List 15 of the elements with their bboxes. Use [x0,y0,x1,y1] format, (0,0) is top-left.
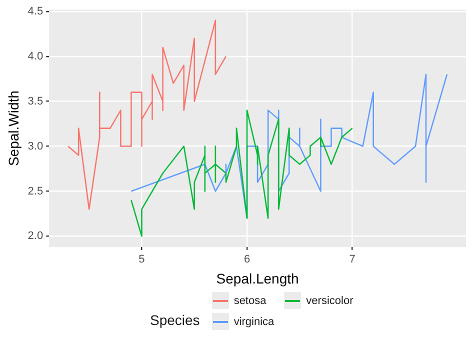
x-tick-label: 7 [349,254,356,266]
x-axis-title: Sepal.Length [216,270,299,286]
y-tick-label: 2.0 [28,230,44,242]
x-tick-label: 5 [138,254,145,266]
y-axis-title: Sepal.Width [5,90,22,166]
legend-label: virginica [234,316,274,328]
legend-label: setosa [234,294,266,306]
y-tick-label: 3.0 [28,140,44,152]
y-tick-label: 4.5 [28,5,44,18]
legend-title: Species [150,312,200,328]
legend-label: versicolor [306,294,354,306]
y-tick-label: 2.5 [28,185,44,198]
x-tick-label: 6 [244,254,250,266]
y-tick-label: 4.0 [28,50,44,62]
y-tick-label: 3.5 [28,95,44,108]
